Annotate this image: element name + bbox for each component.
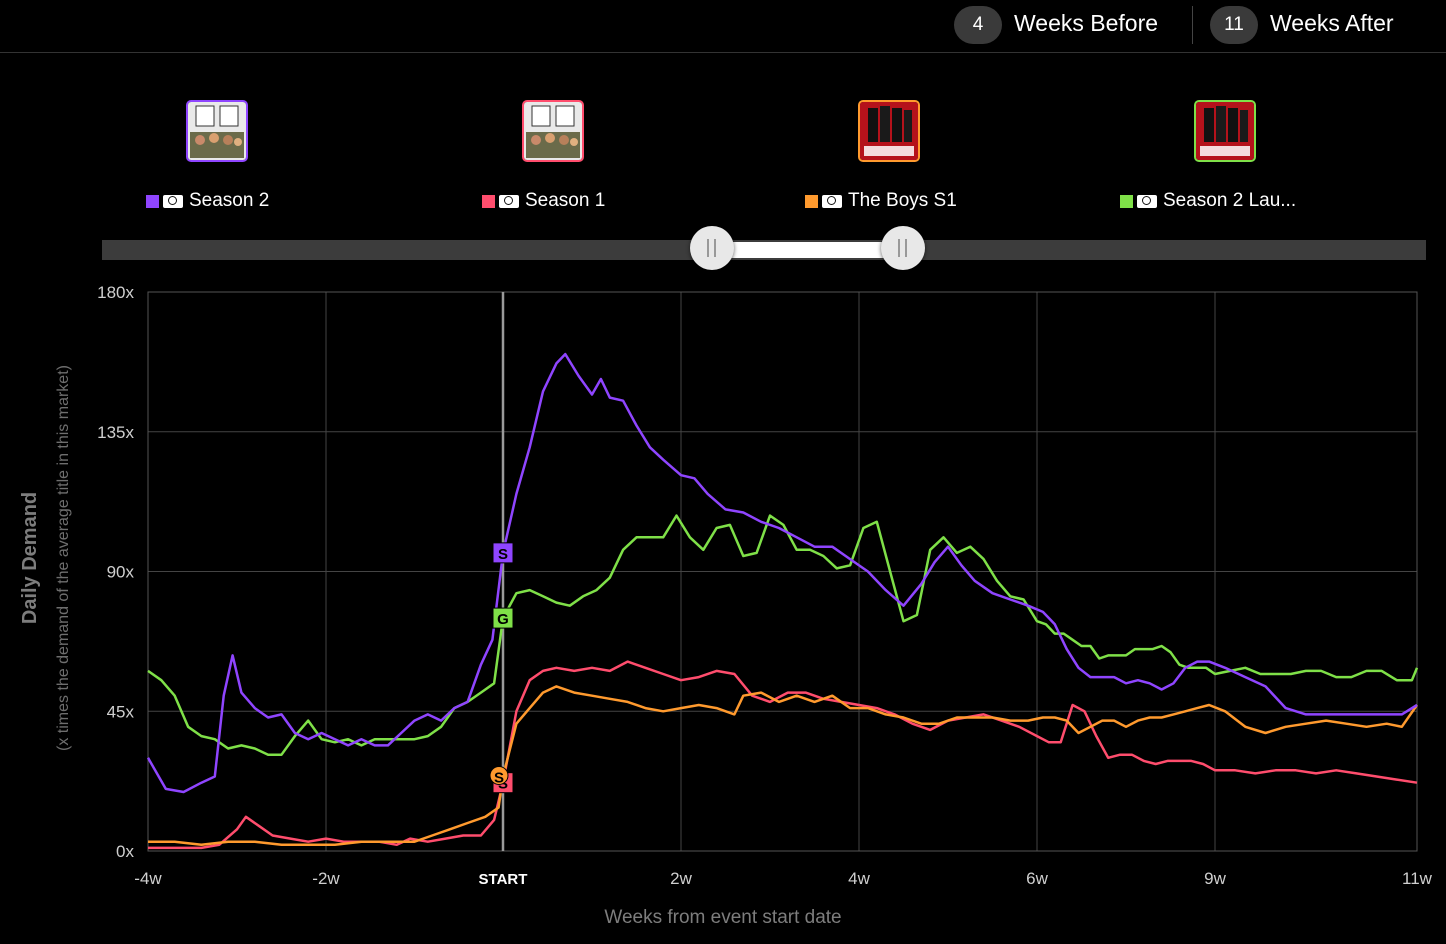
chart-grid	[148, 292, 1417, 851]
legend-label: Season 1	[525, 190, 606, 211]
the-boys-s1-poster[interactable]	[858, 100, 920, 162]
season-1-poster[interactable]	[522, 100, 584, 162]
legend-item-season-2[interactable]: Season 2	[146, 189, 269, 213]
y-tick-label: 45x	[107, 702, 135, 721]
weeks-after-label: Weeks After	[1270, 10, 1394, 36]
globe-icon	[1137, 194, 1157, 208]
marker-letter: S	[498, 776, 508, 793]
marker-letter: G	[497, 611, 509, 628]
series-line-season-1	[148, 660, 1418, 850]
x-tick-label: -2w	[312, 869, 340, 888]
series-line-season-2	[146, 352, 1418, 794]
x-tick-label: 4w	[848, 869, 870, 888]
y-tick-label: 90x	[107, 563, 135, 582]
legend-label: The Boys S1	[848, 190, 957, 211]
x-axis-title: Weeks from event start date	[604, 907, 841, 928]
globe-icon	[822, 194, 842, 208]
x-tick-label: 11w	[1402, 869, 1433, 888]
marker-letter: S	[494, 769, 504, 786]
legend-label: Season 2 Lau...	[1163, 190, 1297, 211]
range-slider-left-handle[interactable]	[690, 226, 734, 270]
y-axis-ticks: 0x 45x 90x 135x 180x	[97, 283, 134, 861]
x-tick-label: START	[479, 871, 528, 888]
start-marker: G	[492, 607, 514, 629]
y-axis-title: Daily Demand	[19, 492, 41, 624]
plot-area-border	[147, 291, 1418, 852]
series-line-season-2-lau-	[147, 514, 1419, 756]
x-axis-ticks: -4w -2w START 2w 4w 6w 9w 11w	[134, 869, 1432, 888]
y-axis-subtitle: (x times the demand of the average title…	[55, 365, 72, 751]
legend-swatch	[805, 194, 818, 208]
start-marker: S	[492, 542, 514, 564]
chart-series	[146, 352, 1419, 850]
globe-icon	[163, 194, 183, 208]
season-2-launch-poster[interactable]	[1194, 100, 1256, 162]
range-slider-right-handle[interactable]	[881, 226, 925, 270]
legend-item-season-2-launch[interactable]: Season 2 Lau...	[1120, 189, 1296, 213]
x-tick-label: -4w	[134, 869, 162, 888]
weeks-before-label: Weeks Before	[1014, 10, 1159, 36]
weeks-after-stepper[interactable]: 11	[1210, 6, 1258, 44]
series-line-the-boys-s1	[148, 685, 1419, 847]
y-tick-label: 180x	[97, 283, 134, 302]
season-2-poster[interactable]	[186, 100, 248, 162]
weeks-before-stepper[interactable]: 4	[954, 6, 1002, 44]
y-tick-label: 135x	[97, 423, 134, 442]
x-tick-label: 6w	[1026, 869, 1048, 888]
start-marker: S	[489, 765, 509, 786]
divider	[1192, 6, 1193, 44]
globe-icon	[499, 194, 519, 208]
legend-swatch	[146, 194, 159, 208]
legend-swatch	[482, 194, 495, 208]
x-tick-label: 2w	[670, 869, 692, 888]
range-slider-selection[interactable]	[712, 242, 904, 258]
legend-swatch	[1120, 194, 1133, 208]
x-tick-label: 9w	[1204, 869, 1226, 888]
legend-item-the-boys-s1[interactable]: The Boys S1	[805, 189, 957, 213]
legend-item-season-1[interactable]: Season 1	[482, 189, 605, 213]
y-tick-label: 0x	[116, 842, 134, 861]
marker-letter: S	[498, 546, 508, 563]
legend-label: Season 2	[189, 190, 270, 211]
top-bar: 4 Weeks Before 11 Weeks After	[0, 0, 1446, 53]
